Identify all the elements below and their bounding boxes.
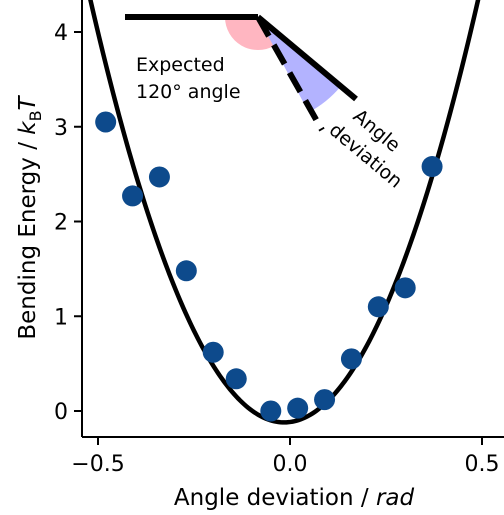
- angle-deviation-wedge: [258, 17, 341, 113]
- x-tick-label: 0.0: [273, 452, 308, 477]
- data-point: [95, 111, 117, 133]
- expected-angle-label-line1: Expected: [136, 54, 225, 76]
- data-point: [367, 296, 389, 318]
- x-axis-label: Angle deviation / rad: [174, 485, 415, 511]
- data-point: [340, 348, 362, 370]
- harmonic-fit-curve: [88, 0, 481, 425]
- data-point: [287, 397, 309, 419]
- y-axis-label: Bending Energy / kBT: [15, 94, 45, 339]
- y-axis-ticks: 0 1 2 3 4: [54, 21, 82, 425]
- x-tick-label: 0.5: [465, 452, 500, 477]
- data-point: [314, 389, 336, 411]
- data-points: [95, 111, 443, 422]
- data-point: [148, 166, 170, 188]
- x-axis-ticks: −0.5 0.0 0.5: [71, 437, 500, 477]
- axes-frame: [81, 0, 504, 438]
- data-point: [394, 277, 416, 299]
- y-tick-label: 2: [54, 211, 68, 236]
- y-tick-label: 0: [54, 400, 68, 425]
- expected-angle-label-line2: 120° angle: [136, 81, 241, 103]
- data-point: [260, 400, 282, 422]
- data-point: [122, 185, 144, 207]
- plot-area: [88, 0, 481, 425]
- deviated-bond-line: [256, 14, 358, 102]
- y-tick-label: 1: [54, 305, 68, 330]
- x-tick-label: −0.5: [71, 452, 124, 477]
- data-point: [225, 368, 247, 390]
- data-point: [175, 260, 197, 282]
- y-tick-label: 3: [54, 116, 68, 141]
- y-tick-label: 4: [54, 21, 68, 46]
- expected-bond-dashed-line: [255, 15, 325, 132]
- data-point: [202, 341, 224, 363]
- data-point: [421, 156, 443, 178]
